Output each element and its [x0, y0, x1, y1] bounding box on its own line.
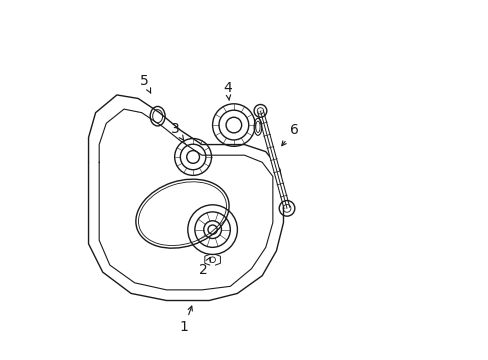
- Text: 3: 3: [171, 122, 183, 141]
- Text: 1: 1: [180, 306, 192, 334]
- Text: 2: 2: [199, 257, 210, 278]
- Text: 4: 4: [223, 81, 231, 100]
- Text: 5: 5: [140, 74, 150, 93]
- Text: 6: 6: [281, 123, 298, 146]
